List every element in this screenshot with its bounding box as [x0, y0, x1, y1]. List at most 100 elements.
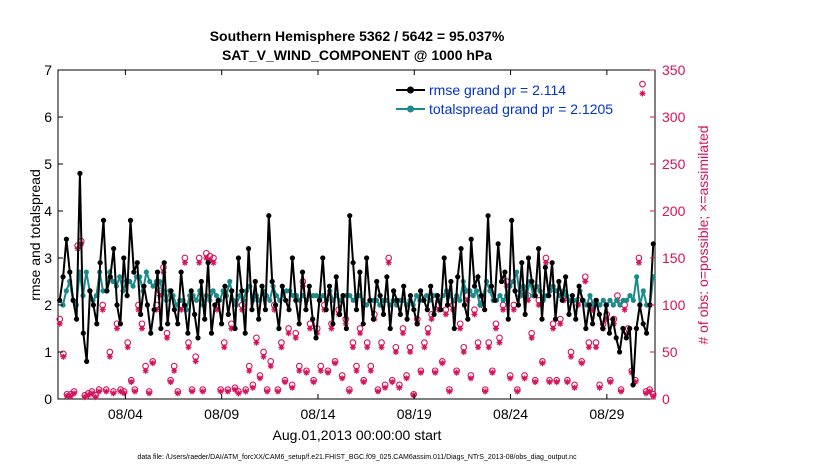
rmse-point — [340, 293, 346, 299]
obs-assimilated-point — [239, 306, 246, 313]
rmse-point — [478, 293, 484, 299]
totalspread-point — [497, 293, 503, 299]
obs-assimilated-point — [56, 320, 63, 327]
x-axis-label: Aug.01,2013 00:00:00 start — [273, 427, 442, 443]
rmse-point — [434, 293, 441, 299]
rmse-point — [428, 283, 434, 289]
obs-assimilated-point — [542, 259, 549, 266]
obs-assimilated-point — [282, 379, 289, 386]
rmse-point — [141, 283, 147, 289]
obs-assimilated-point — [492, 325, 499, 332]
rmse-point — [178, 269, 184, 275]
totalspread-point — [210, 288, 216, 294]
obs-assimilated-point — [564, 379, 571, 386]
obs-assimilated-point — [650, 393, 657, 400]
obs-assimilated-point — [142, 367, 149, 374]
y-tick-label-left: 3 — [44, 250, 52, 266]
totalspread-point — [150, 283, 156, 289]
obs-assimilated-point — [357, 330, 364, 337]
rmse-point — [158, 325, 164, 332]
totalspread-point — [597, 302, 603, 308]
obs-assimilated-point — [146, 390, 153, 397]
totalspread-point — [457, 297, 463, 303]
obs-assimilated-point — [421, 344, 428, 351]
obs-assimilated-point — [103, 388, 110, 395]
rmse-point — [283, 297, 289, 303]
obs-assimilated-point — [389, 379, 396, 386]
rmse-point — [168, 288, 174, 294]
totalspread-point — [147, 278, 153, 285]
obs-assimilated-point — [646, 388, 653, 395]
rmse-point — [590, 321, 596, 327]
rmse-point — [202, 316, 208, 322]
rmse-point — [546, 293, 552, 299]
rmse-point — [215, 297, 221, 303]
rmse-point — [603, 302, 609, 308]
totalspread-point — [173, 302, 179, 308]
rmse-point — [235, 255, 242, 261]
rmse-point — [154, 269, 161, 275]
rmse-point — [407, 293, 414, 299]
obs-assimilated-point — [582, 278, 589, 285]
rmse-point — [175, 321, 181, 327]
rmse-point — [640, 321, 646, 327]
obs-assimilated-point — [567, 353, 574, 360]
rmse-point — [529, 278, 535, 285]
rmse-point — [488, 283, 495, 289]
obs-assimilated-point — [385, 259, 392, 266]
obs-assimilated-point — [328, 325, 335, 332]
rmse-point — [370, 316, 376, 322]
rmse-point — [448, 278, 454, 285]
rmse-point — [310, 316, 316, 322]
obs-assimilated-point — [482, 388, 489, 395]
totalspread-point — [470, 293, 476, 299]
obs-assimilated-point — [135, 306, 142, 313]
rmse-point — [343, 325, 349, 332]
rmse-point — [121, 255, 127, 261]
rmse-point — [323, 307, 329, 313]
obs-assimilated-point — [121, 390, 128, 397]
rmse-point — [249, 307, 255, 313]
totalspread-point — [634, 274, 640, 280]
rmse-point — [192, 311, 198, 317]
obs-assimilated-point — [510, 306, 517, 313]
rmse-point — [515, 302, 521, 308]
rmse-point — [151, 307, 157, 313]
totalspread-point — [110, 278, 116, 285]
x-tick-label: 08/09 — [204, 406, 239, 422]
x-tick-label: 08/29 — [589, 406, 624, 422]
rmse-point — [600, 325, 606, 332]
obs-assimilated-point — [353, 367, 360, 374]
chart-title: Southern Hemisphere 5362 / 5642 = 95.037… — [210, 28, 505, 44]
obs-assimilated-point — [446, 388, 453, 395]
y-tick-label-right: 300 — [662, 109, 686, 125]
rmse-point — [70, 297, 76, 303]
obs-assimilated-point — [307, 325, 314, 332]
rmse-point — [104, 288, 110, 294]
totalspread-point — [143, 269, 149, 275]
obs-assimilated-point — [174, 390, 181, 397]
obs-assimilated-point — [528, 334, 535, 341]
obs-assimilated-point — [317, 367, 324, 374]
obs-assimilated-point — [424, 330, 431, 337]
rmse-point — [475, 274, 481, 280]
rmse-point — [303, 307, 309, 313]
rmse-point — [353, 307, 360, 313]
rmse-point — [414, 321, 420, 327]
obs-assimilated-point — [181, 259, 188, 266]
x-tick-label: 08/19 — [397, 406, 432, 422]
obs-assimilated-point — [367, 367, 374, 374]
totalspread-point — [423, 293, 430, 299]
rmse-point — [127, 217, 134, 223]
totalspread-point — [500, 297, 506, 303]
rmse-point — [643, 330, 650, 336]
y-tick-label-left: 1 — [44, 344, 52, 360]
rmse-point — [188, 288, 194, 294]
rmse-point — [495, 241, 501, 247]
rmse-point — [272, 302, 279, 308]
totalspread-point — [313, 293, 320, 299]
obs-assimilated-point — [264, 388, 271, 395]
rmse-point — [232, 325, 238, 332]
obs-possible-point — [639, 80, 646, 88]
rmse-point — [357, 269, 363, 275]
